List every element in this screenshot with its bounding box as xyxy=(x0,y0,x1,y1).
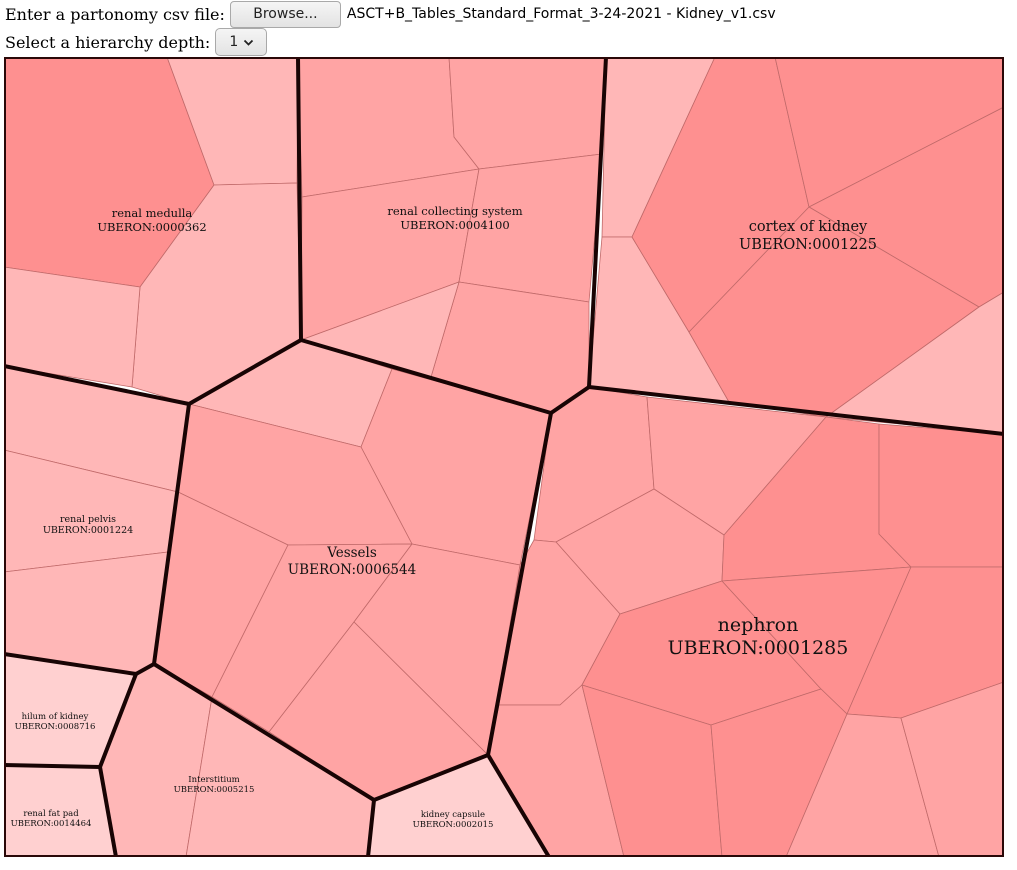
cell[interactable] xyxy=(448,57,607,170)
boundary xyxy=(366,798,376,857)
boundary xyxy=(152,662,551,857)
label-kidney-capsule-name: kidney capsule xyxy=(421,810,485,820)
boundary xyxy=(4,338,591,415)
region-boundaries xyxy=(4,57,1004,857)
label-vessels-name: Vessels xyxy=(326,545,377,561)
label-renal-collecting-system-id: UBERON:0004100 xyxy=(400,218,509,232)
label-hilum-of-kidney-name: hilum of kidney xyxy=(22,712,89,722)
label-renal-medulla-id: UBERON:0000362 xyxy=(97,220,206,234)
cell[interactable] xyxy=(581,684,723,857)
label-nephron-id: UBERON:0001285 xyxy=(668,637,849,659)
cell[interactable] xyxy=(4,551,169,675)
region-vessels[interactable] xyxy=(153,339,552,801)
boundary xyxy=(296,57,303,342)
label-interstitium-name: Interstitium xyxy=(188,775,240,785)
cell[interactable] xyxy=(900,681,1004,857)
cell[interactable] xyxy=(4,266,141,388)
label-renal-pelvis-name: renal pelvis xyxy=(60,514,116,525)
hierarchy-depth-select[interactable]: 1 xyxy=(215,28,268,56)
label-interstitium-id: UBERON:0005215 xyxy=(174,785,255,795)
hierarchy-depth-row: Select a hierarchy depth: 1 xyxy=(5,28,268,56)
label-nephron-name: nephron xyxy=(718,614,799,636)
cell[interactable] xyxy=(878,423,1004,568)
label-renal-medulla-name: renal medulla xyxy=(112,206,193,220)
label-hilum-of-kidney-id: UBERON:0008716 xyxy=(15,722,96,732)
cell[interactable] xyxy=(825,291,1004,435)
boundary xyxy=(4,763,102,769)
label-vessels-id: UBERON:0006544 xyxy=(288,562,416,578)
cell[interactable] xyxy=(785,713,940,857)
label-renal-fat-pad-name: renal fat pad xyxy=(23,809,79,819)
boundary xyxy=(587,57,608,389)
boundary xyxy=(4,402,191,676)
region-renal-pelvis[interactable] xyxy=(4,365,190,675)
selected-file-name: ASCT+B_Tables_Standard_Format_3-24-2021 … xyxy=(346,6,776,22)
hierarchy-depth-value: 1 xyxy=(229,34,239,50)
hierarchy-depth-label: Select a hierarchy depth: xyxy=(5,32,211,52)
voronoi-treemap: renal medulla UBERON:0000362 renal colle… xyxy=(4,57,1004,857)
treemap-border xyxy=(4,57,1004,857)
label-cortex-of-kidney-id: UBERON:0001225 xyxy=(739,237,877,253)
browse-button[interactable]: Browse... xyxy=(229,0,341,28)
label-renal-pelvis-id: UBERON:0001224 xyxy=(43,525,133,536)
file-input-row: Enter a partonomy csv file: Browse... AS… xyxy=(5,0,776,28)
chevron-down-icon xyxy=(244,39,254,46)
label-renal-collecting-system-name: renal collecting system xyxy=(387,204,522,218)
cell[interactable] xyxy=(774,57,1004,208)
label-renal-fat-pad-id: UBERON:0014464 xyxy=(11,819,92,829)
region-labels: renal medulla UBERON:0000362 renal colle… xyxy=(11,204,877,830)
file-input-label: Enter a partonomy csv file: xyxy=(5,4,225,24)
region-cortex-of-kidney[interactable] xyxy=(588,57,1004,435)
region-interstitium[interactable] xyxy=(99,663,375,857)
label-cortex-of-kidney-name: cortex of kidney xyxy=(749,219,868,235)
region-nephron[interactable] xyxy=(487,386,1004,857)
boundary xyxy=(587,385,1004,436)
label-kidney-capsule-id: UBERON:0002015 xyxy=(413,820,494,830)
boundary xyxy=(486,411,553,757)
region-renal-medulla[interactable] xyxy=(4,57,302,405)
